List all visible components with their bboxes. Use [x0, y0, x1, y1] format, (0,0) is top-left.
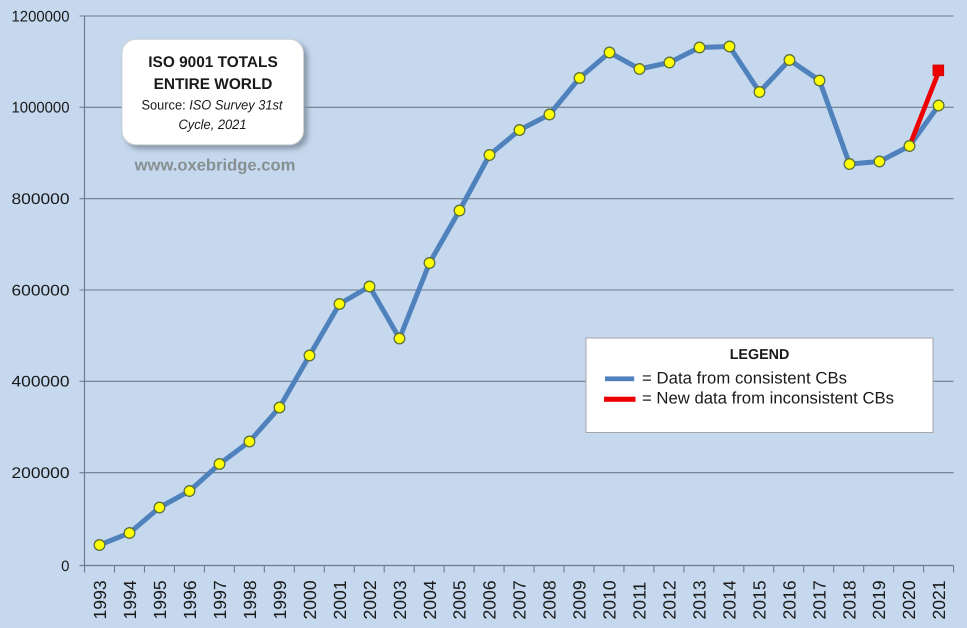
svg-text:400000: 400000 — [12, 374, 70, 391]
svg-text:2008: 2008 — [540, 580, 560, 619]
svg-text:2009: 2009 — [570, 580, 590, 619]
svg-text:2001: 2001 — [330, 580, 350, 619]
svg-text:= New data from inconsistent C: = New data from inconsistent CBs — [642, 389, 894, 408]
svg-text:600000: 600000 — [12, 282, 70, 299]
svg-text:1200000: 1200000 — [12, 8, 70, 25]
svg-text:2012: 2012 — [660, 580, 680, 619]
svg-text:1998: 1998 — [240, 580, 260, 619]
svg-text:2017: 2017 — [809, 580, 829, 619]
svg-text:= Data from consistent CBs: = Data from consistent CBs — [642, 369, 847, 388]
svg-text:2002: 2002 — [360, 580, 380, 619]
svg-text:Cycle, 2021: Cycle, 2021 — [179, 117, 247, 132]
svg-text:2006: 2006 — [480, 580, 500, 619]
svg-text:200000: 200000 — [12, 465, 70, 482]
svg-text:Source: ISO Survey 31st: Source: ISO Survey 31st — [142, 98, 284, 113]
svg-text:1997: 1997 — [210, 580, 230, 619]
svg-text:1993: 1993 — [90, 580, 110, 619]
svg-text:LEGEND: LEGEND — [730, 347, 790, 363]
svg-text:1000000: 1000000 — [12, 100, 70, 117]
svg-text:2004: 2004 — [420, 580, 440, 619]
svg-text:1999: 1999 — [270, 580, 290, 619]
svg-text:ISO 9001 TOTALS: ISO 9001 TOTALS — [148, 54, 277, 71]
svg-text:2011: 2011 — [630, 582, 650, 620]
svg-text:2019: 2019 — [869, 580, 889, 619]
svg-text:2016: 2016 — [779, 580, 799, 619]
svg-text:800000: 800000 — [12, 191, 70, 208]
svg-text:2015: 2015 — [749, 580, 769, 619]
svg-text:2013: 2013 — [690, 580, 710, 619]
svg-text:0: 0 — [61, 558, 69, 575]
svg-text:2000: 2000 — [300, 580, 320, 619]
svg-text:1994: 1994 — [120, 580, 140, 619]
svg-text:2020: 2020 — [899, 580, 919, 619]
svg-text:2003: 2003 — [390, 580, 410, 619]
svg-text:2018: 2018 — [839, 580, 859, 619]
svg-text:2005: 2005 — [450, 580, 470, 619]
svg-text:2021: 2021 — [929, 580, 949, 619]
svg-text:1995: 1995 — [150, 580, 170, 619]
svg-text:2014: 2014 — [719, 580, 739, 619]
svg-text:2007: 2007 — [510, 580, 530, 619]
svg-text:2010: 2010 — [600, 580, 620, 619]
svg-text:ENTIRE WORLD: ENTIRE WORLD — [154, 76, 273, 93]
svg-text:www.oxebridge.com: www.oxebridge.com — [134, 156, 296, 175]
svg-text:1996: 1996 — [180, 580, 200, 619]
